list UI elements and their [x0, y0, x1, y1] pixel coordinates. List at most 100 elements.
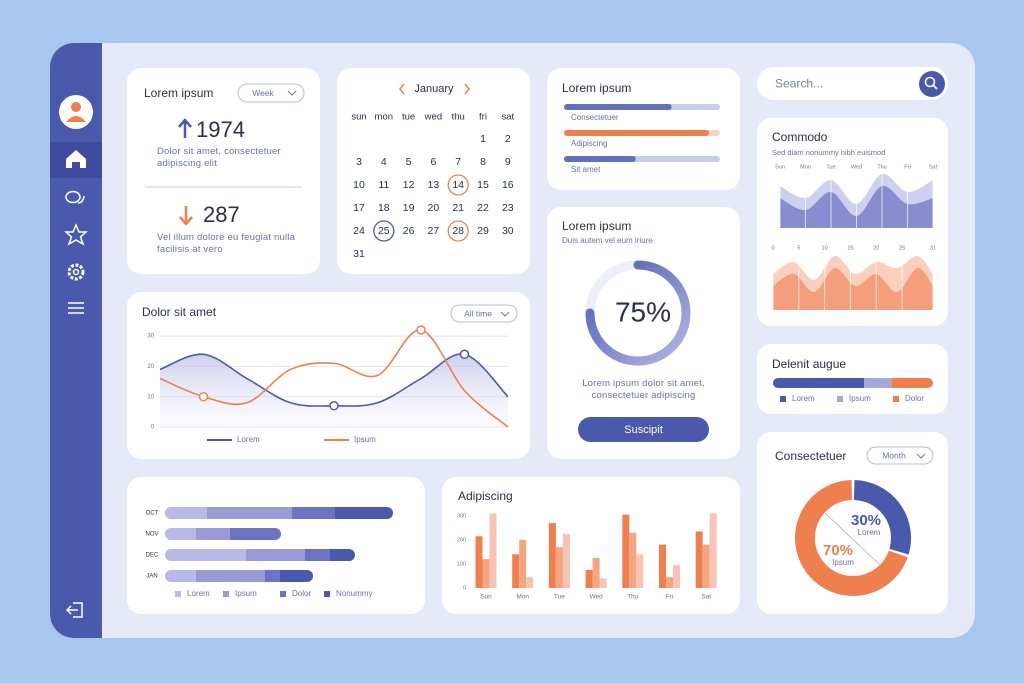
search-button[interactable] [919, 71, 945, 97]
day[interactable]: 24 [353, 225, 365, 237]
bar-segment [292, 507, 335, 519]
bar [673, 565, 680, 588]
x-tick-label: Tue [554, 594, 565, 601]
bar-segment [196, 528, 230, 540]
day[interactable]: 2 [505, 133, 511, 145]
x-tick-label: Wed [589, 594, 603, 601]
x-tick-label: Wed [851, 164, 862, 170]
x-tick-label: Sat [701, 594, 711, 601]
day[interactable]: 1 [480, 133, 486, 145]
day[interactable]: 17 [353, 202, 365, 214]
card-title: Adipiscing [458, 489, 513, 503]
legend-key [780, 396, 786, 402]
stat-description: Vel illum dolore eu feugiat nulla facili… [157, 232, 296, 255]
day[interactable]: 20 [428, 202, 440, 214]
weekday-label: mon [375, 112, 393, 123]
x-tick-label: Mon [516, 594, 529, 601]
x-tick-label: Mon [800, 164, 811, 170]
star-icon[interactable] [64, 223, 88, 246]
progress-label: Adipiscing [571, 139, 607, 148]
day-highlight [447, 220, 469, 242]
day[interactable]: 4 [381, 156, 387, 168]
day[interactable]: 13 [428, 179, 440, 191]
down-arrow [179, 206, 193, 226]
y-tick-label: 30 [147, 334, 154, 340]
day[interactable]: 12 [403, 179, 415, 191]
day[interactable]: 27 [428, 225, 440, 237]
dropdown-label: Month [882, 450, 906, 460]
x-tick-label: 31 [930, 245, 936, 251]
day[interactable]: 28 [452, 225, 464, 237]
card-title: Dolor sit amet [142, 305, 217, 319]
next-month[interactable] [464, 83, 470, 95]
day[interactable]: 21 [452, 202, 464, 214]
search-box[interactable] [757, 67, 948, 100]
line-marker [329, 401, 339, 411]
day-highlight [447, 174, 469, 196]
day[interactable]: 10 [353, 179, 365, 191]
day[interactable]: 31 [353, 248, 365, 260]
bar [489, 513, 497, 588]
menu-icon[interactable] [68, 302, 84, 314]
bar [629, 532, 637, 588]
card-title: Consectetuer [775, 449, 846, 463]
x-tick-label: Tue [826, 164, 835, 170]
up-arrow [178, 118, 192, 138]
bar [622, 514, 630, 588]
category-label: OCT [146, 511, 159, 517]
settings-icon[interactable] [67, 263, 85, 281]
logout-icon[interactable] [65, 602, 83, 618]
bar [548, 523, 556, 588]
line-marker [198, 391, 209, 402]
day[interactable]: 6 [430, 156, 436, 168]
dropdown[interactable] [450, 304, 518, 323]
search-placeholder: Search... [775, 77, 823, 91]
bar [555, 547, 563, 588]
day[interactable]: 3 [356, 156, 362, 168]
day[interactable]: 8 [480, 156, 486, 168]
bar [526, 577, 534, 588]
day[interactable]: 23 [502, 202, 514, 214]
category-label: NOV [145, 532, 158, 538]
bar [702, 544, 710, 588]
day[interactable]: 14 [452, 179, 464, 191]
dropdown[interactable] [237, 83, 305, 103]
y-tick-label: 20 [147, 364, 154, 370]
chat-icon[interactable] [65, 190, 85, 204]
donut-value-label: 70% [823, 542, 853, 559]
x-tick-label: Fri [666, 594, 674, 601]
day[interactable]: 16 [502, 179, 514, 191]
x-tick-label: Sun [775, 164, 785, 170]
bar [482, 559, 490, 588]
y-tick-label: 100 [457, 561, 466, 567]
day[interactable]: 5 [406, 156, 412, 168]
donut-slice [795, 480, 908, 596]
stat-value: 1974 [196, 117, 245, 142]
day[interactable]: 15 [477, 179, 489, 191]
x-tick-label: Thu [877, 164, 886, 170]
day[interactable]: 11 [378, 179, 389, 191]
day[interactable]: 22 [477, 202, 489, 214]
home-icon[interactable] [66, 150, 86, 168]
day[interactable]: 29 [477, 225, 489, 237]
legend-key [324, 591, 330, 597]
dropdown[interactable] [866, 446, 934, 465]
prev-month[interactable] [399, 83, 405, 95]
chevron [916, 453, 926, 459]
button[interactable] [578, 417, 709, 442]
day[interactable]: 7 [455, 156, 461, 168]
day[interactable]: 30 [502, 225, 514, 237]
avatar[interactable] [59, 95, 93, 129]
day[interactable]: 9 [505, 156, 511, 168]
day[interactable]: 18 [378, 202, 390, 214]
day[interactable]: 26 [403, 225, 415, 237]
line-marker [416, 325, 426, 335]
day[interactable]: 25 [378, 225, 390, 237]
card-title: Lorem ipsum [562, 219, 631, 233]
category-label: JAN [146, 574, 157, 580]
chevron [287, 90, 297, 96]
button-label[interactable]: Suscipit [624, 424, 663, 436]
day[interactable]: 19 [403, 202, 415, 214]
